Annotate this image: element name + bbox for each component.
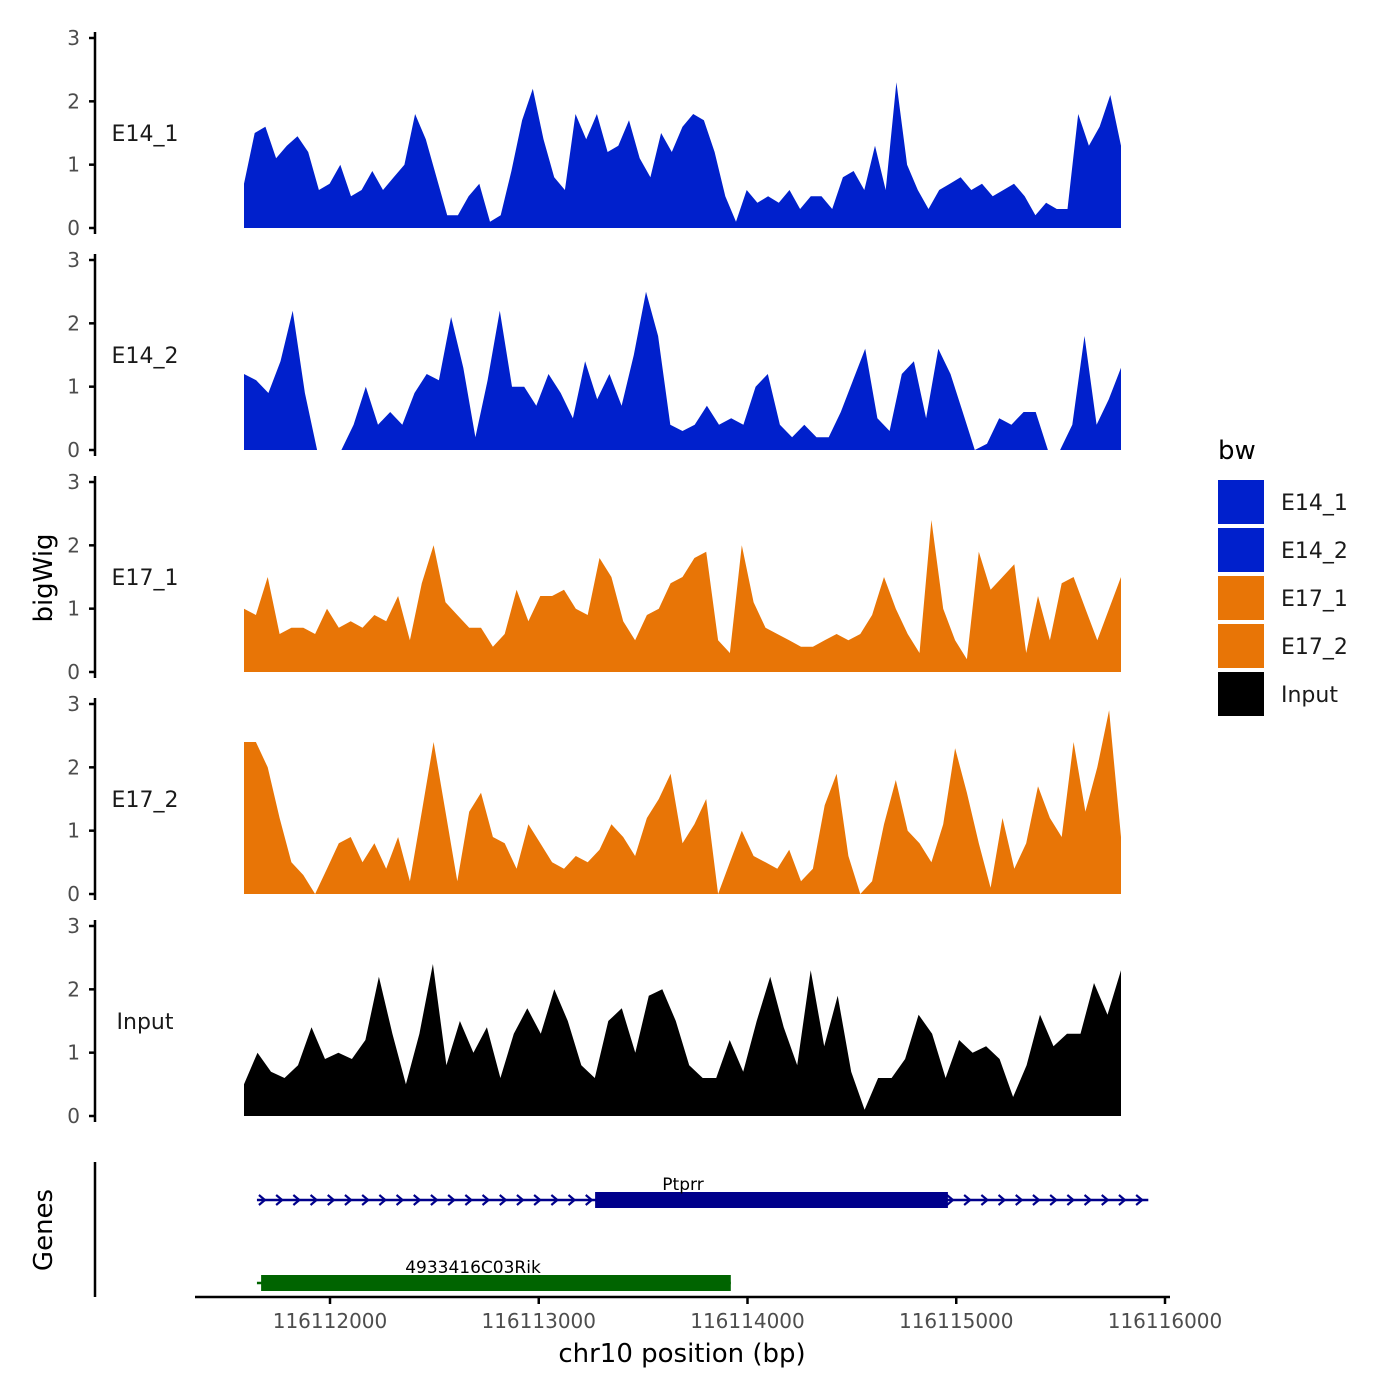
y-tick-label: 3 xyxy=(67,26,80,50)
strand-arrow xyxy=(327,1194,336,1206)
strand-arrow xyxy=(1032,1194,1041,1206)
strand-arrow xyxy=(946,1194,955,1206)
strand-arrow xyxy=(378,1194,388,1206)
strand-arrow xyxy=(275,1194,284,1206)
y-tick-label: 0 xyxy=(67,882,80,906)
y-tick-label: 2 xyxy=(67,89,80,113)
strand-arrow xyxy=(344,1194,353,1206)
legend-label: E14_1 xyxy=(1281,491,1348,516)
x-tick-label: 116116000 xyxy=(1108,1309,1223,1333)
strand-arrow xyxy=(1135,1194,1144,1206)
x-tick-label: 116113000 xyxy=(481,1309,596,1333)
strand-arrow xyxy=(464,1194,474,1206)
y-tick-label: 3 xyxy=(67,914,80,938)
strand-arrow xyxy=(1101,1194,1110,1206)
strand-arrow xyxy=(550,1194,560,1206)
gene-label: 4933416C03Rik xyxy=(405,1258,541,1278)
strand-arrow xyxy=(430,1194,439,1206)
track-label: E14_1 xyxy=(112,122,179,147)
y-tick-label: 1 xyxy=(67,819,80,843)
strand-arrow xyxy=(258,1194,267,1206)
y-tick-label: 2 xyxy=(67,311,80,335)
coverage-area-e14_2 xyxy=(244,291,1121,450)
genes-track: Genes Ptprr 4933416C03Rik xyxy=(29,1162,1149,1297)
gene-exon xyxy=(261,1275,731,1291)
legend-label: Input xyxy=(1281,683,1338,708)
x-tick-label: 116115000 xyxy=(899,1309,1014,1333)
y-tick-label: 1 xyxy=(67,597,80,621)
x-axis-title: chr10 position (bp) xyxy=(558,1339,805,1369)
strand-arrow xyxy=(980,1194,990,1206)
track-input: 0 1 2 3 Input xyxy=(67,914,1121,1128)
strand-arrow xyxy=(997,1194,1007,1206)
strand-arrow xyxy=(481,1194,491,1206)
gene-4933416c03rik: 4933416C03Rik xyxy=(256,1258,731,1291)
coverage-area-e14_1 xyxy=(244,82,1121,228)
y-tick-label: 3 xyxy=(67,248,80,272)
strand-arrow xyxy=(1049,1194,1058,1206)
y-tick-label: 0 xyxy=(67,1104,80,1128)
legend-swatch-e17_2 xyxy=(1218,624,1264,668)
strand-arrow xyxy=(516,1194,525,1206)
track-label: E14_2 xyxy=(112,344,179,369)
coverage-area-input xyxy=(244,964,1121,1116)
strand-arrow xyxy=(309,1194,319,1206)
strand-arrow xyxy=(585,1194,594,1206)
y-tick-label: 1 xyxy=(67,153,80,177)
y-tick-label: 3 xyxy=(67,470,80,494)
y-tick-label: 2 xyxy=(67,977,80,1001)
y-tick-label: 2 xyxy=(67,533,80,557)
legend-label: E17_1 xyxy=(1281,587,1348,612)
y-tick-label: 1 xyxy=(67,375,80,399)
strand-arrow xyxy=(361,1194,370,1206)
x-tick-label: 116114000 xyxy=(690,1309,805,1333)
strand-arrow xyxy=(395,1194,405,1206)
strand-arrow xyxy=(1118,1194,1127,1206)
y-tick-label: 0 xyxy=(67,438,80,462)
track-e17_2: 0 1 2 3 E17_2 xyxy=(67,692,1121,906)
strand-arrow xyxy=(413,1194,422,1206)
strand-arrow xyxy=(1083,1194,1093,1206)
legend-title: bw xyxy=(1218,436,1256,466)
gene-label: Ptprr xyxy=(662,1175,703,1195)
y-tick-label: 2 xyxy=(67,755,80,779)
strand-arrow xyxy=(1066,1194,1076,1206)
track-e14_2: 0 1 2 3 E14_2 xyxy=(67,248,1121,462)
legend-swatch-input xyxy=(1218,672,1264,716)
legend-label: E14_2 xyxy=(1281,539,1348,564)
gene-ptprr: Ptprr xyxy=(256,1175,1149,1208)
genes-track-title: Genes xyxy=(29,1189,59,1271)
legend-swatch-e14_1 xyxy=(1218,480,1264,524)
strand-arrow xyxy=(533,1194,542,1206)
coverage-area-e17_2 xyxy=(244,710,1121,894)
strand-arrow xyxy=(499,1194,508,1206)
strand-arrow xyxy=(963,1194,972,1206)
strand-arrow xyxy=(447,1194,456,1206)
coverage-tracks: 0 1 2 3 E14_1 0 1 2 3 E14_2 0 1 2 3 E17_1 0 1 2 3 E17_2 0 1 2 3… xyxy=(67,26,1121,1128)
legend: bw E14_1 E14_2 E17_1 E17_2 Input xyxy=(1218,436,1348,716)
strand-arrow xyxy=(567,1194,577,1206)
track-label: Input xyxy=(117,1010,174,1035)
legend-swatch-e14_2 xyxy=(1218,528,1264,572)
strand-arrow xyxy=(292,1194,302,1206)
x-axis: 116112000 116113000 116114000 116115000 1161… xyxy=(195,1295,1223,1333)
track-e17_1: 0 1 2 3 E17_1 xyxy=(67,470,1121,684)
strand-arrow xyxy=(1015,1194,1024,1206)
legend-swatch-e17_1 xyxy=(1218,576,1264,620)
y-tick-label: 1 xyxy=(67,1041,80,1065)
track-label: E17_1 xyxy=(112,566,179,591)
y-tick-label: 0 xyxy=(67,660,80,684)
x-tick-label: 116112000 xyxy=(273,1309,388,1333)
legend-label: E17_2 xyxy=(1281,635,1348,660)
track-e14_1: 0 1 2 3 E14_1 xyxy=(67,26,1121,240)
gene-exon xyxy=(595,1192,948,1208)
y-tick-label: 3 xyxy=(67,692,80,716)
coverage-area-e17_1 xyxy=(244,520,1121,672)
y-tick-label: 0 xyxy=(67,216,80,240)
track-label: E17_2 xyxy=(112,788,179,813)
y-axis-title: bigWig xyxy=(29,533,59,622)
